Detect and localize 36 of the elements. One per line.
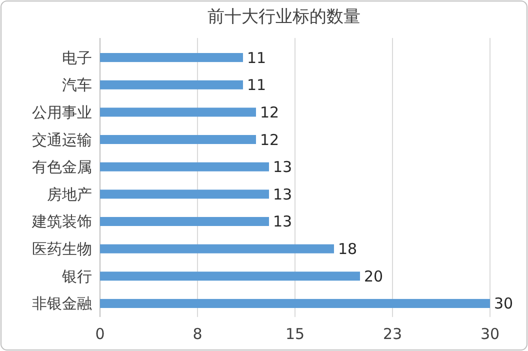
bar: [100, 272, 360, 281]
y-tick-label: 电子: [62, 48, 92, 67]
y-tick-label: 非银金融: [32, 294, 92, 313]
bar: [100, 244, 334, 254]
x-tick-label: 8: [192, 325, 202, 343]
data-label: 30: [494, 294, 514, 313]
data-label: 20: [364, 267, 384, 286]
y-tick-label: 有色金属: [32, 158, 92, 176]
chart-title: 前十大行业标的数量: [208, 7, 360, 27]
data-label: 12: [260, 130, 280, 149]
data-label: 11: [247, 76, 266, 94]
data-label: 11: [247, 48, 266, 67]
x-tick-label: 30: [480, 325, 500, 343]
y-tick-label: 交通运输: [32, 130, 92, 149]
bar: [100, 80, 243, 90]
data-label: 18: [338, 240, 358, 258]
y-tick-label: 医药生物: [32, 240, 92, 258]
x-tick-label: 0: [95, 325, 105, 343]
bar: [100, 298, 490, 308]
data-label: 13: [273, 212, 292, 231]
y-tick-label: 房地产: [47, 185, 92, 204]
bar: [100, 216, 269, 226]
bar: [100, 108, 256, 117]
x-tick-label: 23: [382, 325, 402, 343]
data-label: 12: [260, 103, 280, 122]
x-tick-label: 15: [285, 325, 305, 343]
y-tick-label: 公用事业: [32, 103, 92, 122]
bar: [100, 135, 256, 144]
bar: [100, 53, 243, 62]
y-tick-label: 建筑装饰: [31, 212, 92, 231]
y-tick-label: 汽车: [62, 76, 92, 94]
data-label: 13: [273, 185, 292, 204]
data-label: 13: [273, 158, 292, 176]
bar: [100, 190, 269, 199]
y-tick-label: 银行: [61, 267, 92, 286]
bar: [100, 162, 269, 172]
